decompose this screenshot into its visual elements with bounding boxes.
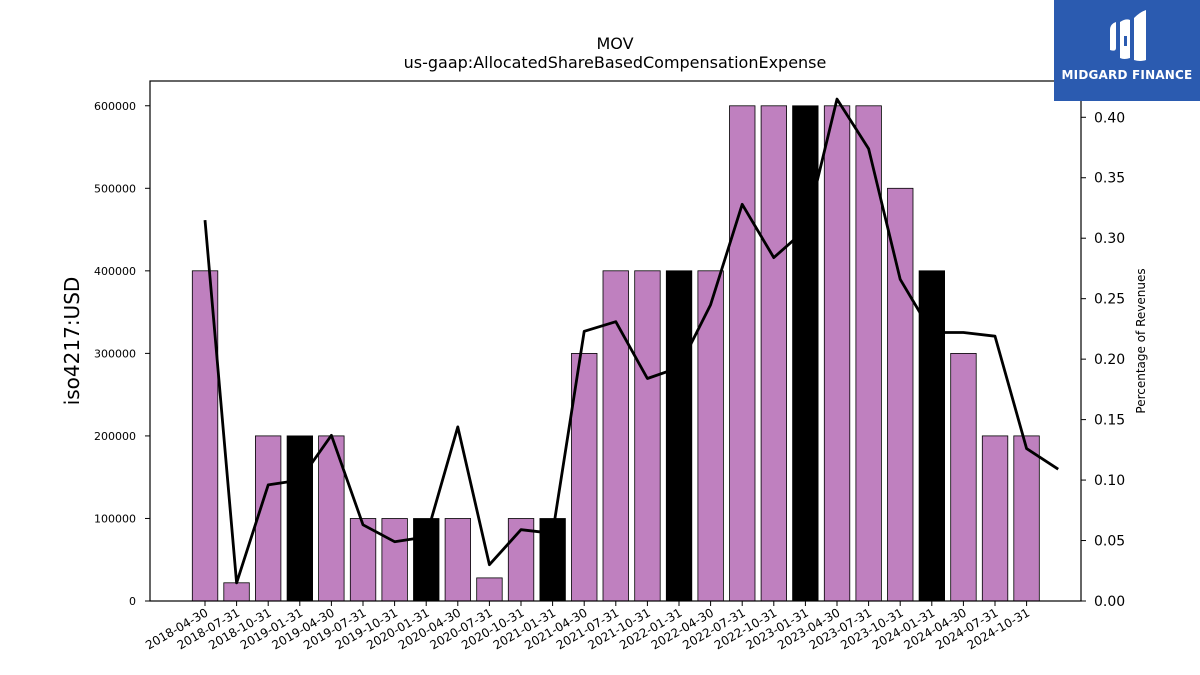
chart-title: MOV (596, 34, 633, 53)
y-tick-label: 600000 (94, 100, 136, 113)
y2-tick-label: 0.35 (1094, 171, 1125, 187)
y-tick-label: 300000 (94, 347, 136, 360)
y2-tick-label: 0.20 (1094, 352, 1125, 368)
left-axis: 0 100000 200000 300000 400000 500000 600000 (94, 100, 150, 608)
y-tick-label: 100000 (94, 512, 136, 525)
bar-2020-10-31 (507, 518, 535, 602)
bars-group (191, 105, 1040, 602)
bar-2020-04-30 (444, 518, 472, 602)
y-axis-label: iso4217:USD (60, 277, 84, 406)
bar-2022-07-31 (729, 105, 756, 602)
bar-2019-07-31 (349, 518, 377, 602)
right-axis: 0.00 0.05 0.10 0.15 0.20 0.25 0.30 0.35 0.40 (1081, 110, 1125, 610)
chart-subtitle: us-gaap:AllocatedShareBasedCompensationE… (404, 53, 827, 72)
y2-tick-label: 0.00 (1094, 594, 1125, 610)
y-tick-label: 0 (129, 595, 136, 608)
midgard-finance-logo: MIDGARD FINANCE (1054, 0, 1200, 101)
bar-2022-10-31 (760, 105, 787, 602)
bar-2018-10-31 (254, 435, 282, 602)
bar-2024-07-31 (981, 435, 1009, 602)
y-tick-label: 500000 (94, 182, 136, 195)
bar-2024-04-30 (950, 352, 977, 602)
percentage-line (203, 97, 1059, 585)
x-axis: 2018-04-302018-07-312018-10-312019-01-31… (143, 601, 1032, 652)
line-group (203, 97, 1059, 585)
bar-2021-10-31 (634, 270, 661, 602)
bar-2024-01-31 (918, 270, 945, 602)
logo-text: MIDGARD FINANCE (1061, 68, 1193, 82)
logo-mark-icon (1110, 10, 1146, 61)
bar-2018-07-31 (223, 582, 250, 602)
y-tick-label: 400000 (94, 265, 136, 278)
bar-2020-07-31 (476, 577, 503, 602)
y2-tick-label: 0.30 (1094, 231, 1125, 247)
y2-tick-label: 0.40 (1094, 110, 1125, 126)
y2-axis-label: Percentage of Revenues (1134, 268, 1148, 413)
y2-tick-label: 0.05 (1094, 534, 1125, 550)
y2-tick-label: 0.15 (1094, 413, 1125, 429)
bar-2024-10-31 (1013, 435, 1040, 602)
bar-2022-01-31 (665, 270, 693, 602)
bar-2021-04-30 (571, 352, 598, 602)
bar-2019-10-31 (381, 518, 408, 602)
y-tick-label: 200000 (94, 430, 136, 443)
y2-tick-label: 0.25 (1094, 292, 1125, 308)
bar-2023-01-31 (792, 105, 819, 602)
bar-2023-10-31 (887, 187, 914, 602)
bar-2022-04-30 (697, 270, 724, 602)
bar-2019-01-31 (286, 435, 314, 602)
bar-2020-01-31 (413, 518, 440, 602)
bar-2023-04-30 (823, 105, 851, 602)
y2-tick-label: 0.10 (1094, 473, 1125, 489)
